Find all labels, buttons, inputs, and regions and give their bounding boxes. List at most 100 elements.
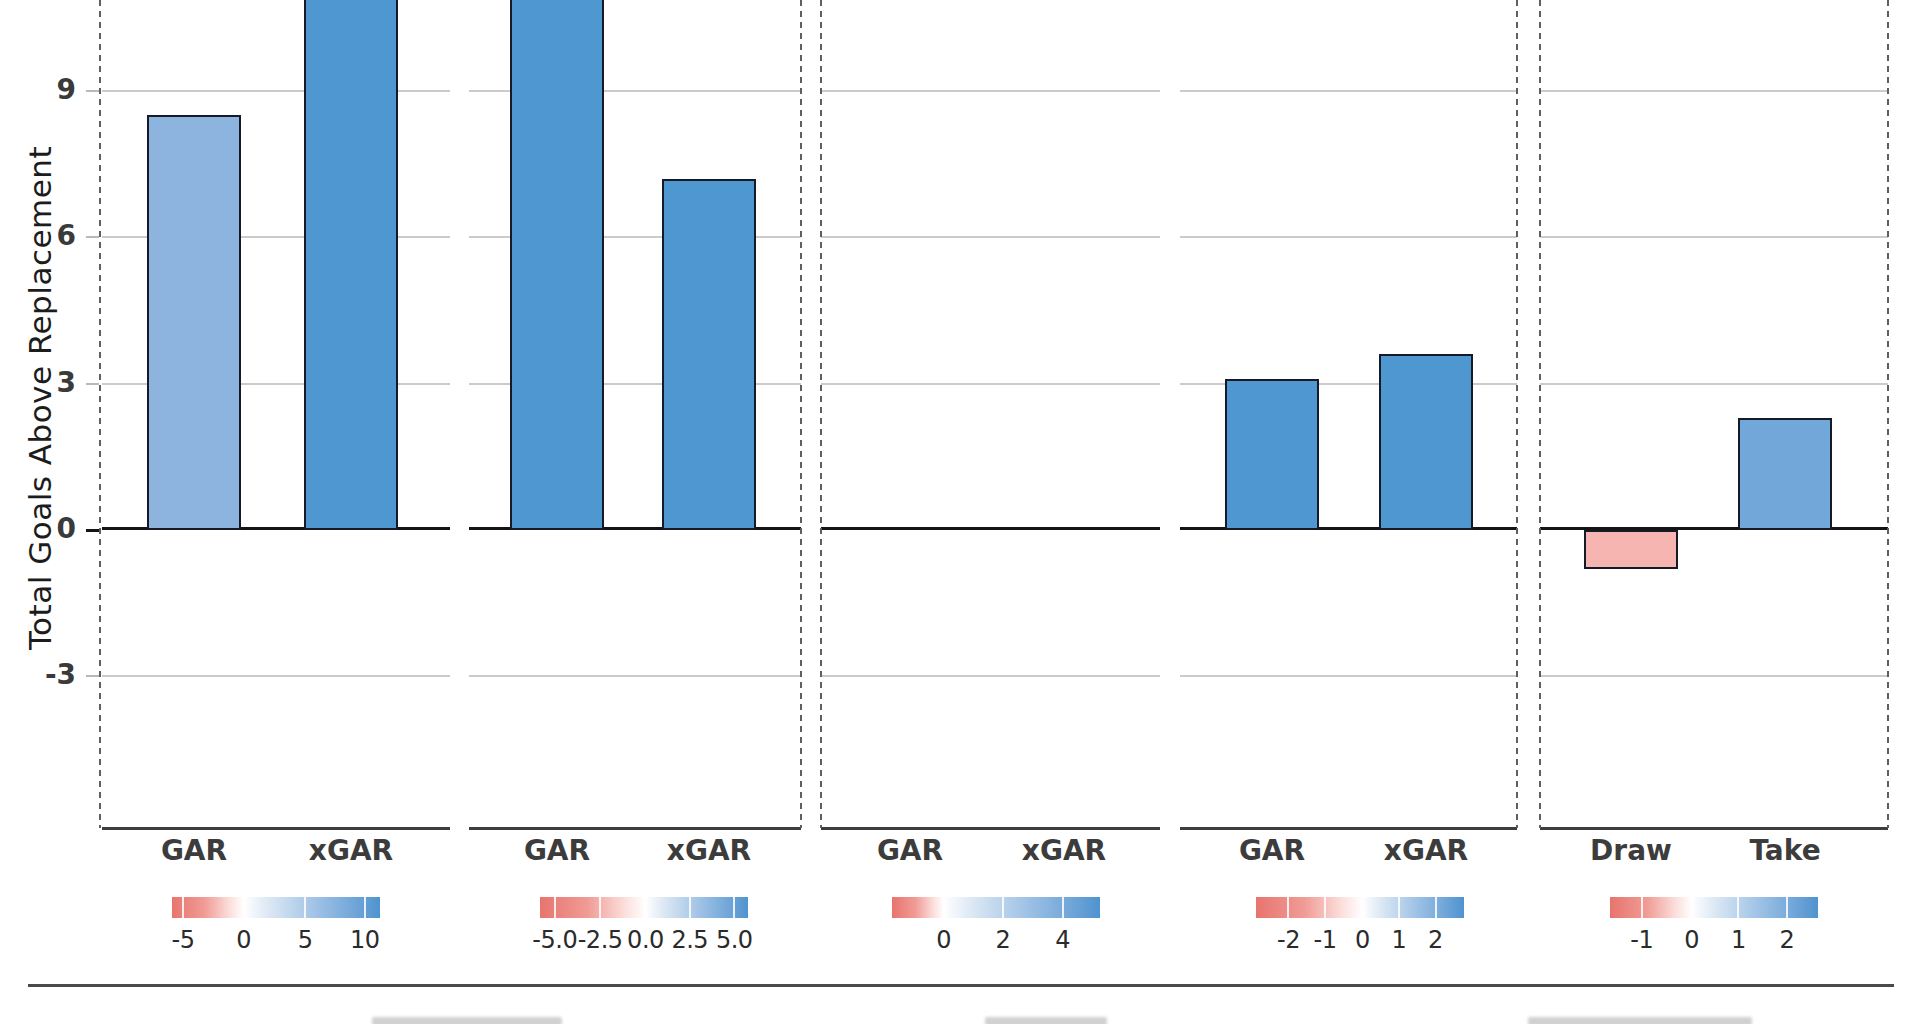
colorbar-tick-label: -2.5 bbox=[578, 926, 623, 954]
category-label: GAR bbox=[1239, 834, 1305, 867]
facet-panel: Draw Take -1 0 1 2 bbox=[1540, 0, 1888, 1024]
colorbar-tick-label: 0 bbox=[1355, 926, 1370, 954]
gridline bbox=[821, 90, 1160, 92]
gridline bbox=[821, 383, 1160, 385]
colorbar-tick-label: 2 bbox=[995, 926, 1010, 954]
colorbar-tick-mark bbox=[364, 897, 366, 918]
colorbar-tick-mark bbox=[1435, 897, 1437, 918]
facet-group-dashed-border bbox=[1516, 0, 1518, 828]
bar-gar bbox=[147, 115, 241, 530]
colorbar-tick-label: 2 bbox=[1780, 926, 1795, 954]
facet-group-dashed-border bbox=[800, 0, 802, 828]
colorbar-tick-mark bbox=[599, 897, 601, 918]
y-tick-mark bbox=[86, 383, 99, 385]
colorbar-tick-mark bbox=[1737, 897, 1739, 918]
gridline bbox=[1540, 236, 1888, 238]
colorbar-tick-label: 5 bbox=[298, 926, 313, 954]
x-axis-spine bbox=[102, 827, 450, 830]
colorbar-tick-mark bbox=[1002, 897, 1004, 918]
colorbar-tick-label: 1 bbox=[1392, 926, 1407, 954]
colorbar-tick-label: 5.0 bbox=[716, 926, 753, 954]
colorbar-gradient bbox=[892, 897, 1100, 918]
gridline bbox=[1180, 236, 1517, 238]
gridline bbox=[1180, 675, 1517, 677]
category-label: xGAR bbox=[309, 834, 393, 867]
colorbar-gradient bbox=[1256, 897, 1464, 918]
x-axis-spine bbox=[821, 827, 1160, 830]
facet-group-dashed-border bbox=[1539, 0, 1541, 828]
bar-draw bbox=[1584, 530, 1678, 569]
bar-xgar bbox=[662, 179, 756, 530]
category-label: xGAR bbox=[667, 834, 751, 867]
facet-panel: GARxGAR-50510 bbox=[102, 0, 450, 1024]
facet-panel: GARxGAR024 bbox=[821, 0, 1160, 1024]
colorbar-gradient bbox=[1610, 897, 1818, 918]
clipped-text-fragment bbox=[985, 1017, 1107, 1024]
y-tick-label: 9 bbox=[14, 73, 76, 107]
colorbar-gradient bbox=[540, 897, 748, 918]
category-label: Take bbox=[1749, 834, 1820, 867]
colorbar-tick-label: -1 bbox=[1630, 926, 1653, 954]
colorbar-tick-label: 0 bbox=[236, 926, 251, 954]
colorbar-tick-mark bbox=[1691, 897, 1693, 918]
colorbar-tick-label: -5 bbox=[172, 926, 195, 954]
footer-divider-line bbox=[28, 984, 1894, 987]
colorbar-tick-mark bbox=[1062, 897, 1064, 918]
gridline bbox=[1540, 675, 1888, 677]
colorbar-tick-mark bbox=[1786, 897, 1788, 918]
colorbar-tick-label: 2 bbox=[1428, 926, 1443, 954]
y-tick-mark bbox=[86, 90, 99, 92]
colorbar-tick-label: -1 bbox=[1314, 926, 1337, 954]
colorbar-tick-label: 4 bbox=[1055, 926, 1070, 954]
y-tick-label: -3 bbox=[14, 658, 76, 692]
facet-group-dashed-border bbox=[99, 0, 101, 828]
y-tick-mark bbox=[86, 529, 99, 532]
category-label: GAR bbox=[524, 834, 590, 867]
gridline bbox=[1540, 90, 1888, 92]
bar-xgar bbox=[304, 0, 398, 530]
colorbar-tick-mark bbox=[243, 897, 245, 918]
colorbar-tick-mark bbox=[182, 897, 184, 918]
colorbar-tick-mark bbox=[733, 897, 735, 918]
colorbar-tick-mark bbox=[1287, 897, 1289, 918]
colorbar-tick-label: 1 bbox=[1731, 926, 1746, 954]
gridline bbox=[102, 675, 450, 677]
y-tick-label: 6 bbox=[14, 219, 76, 253]
y-tick-label: 3 bbox=[14, 366, 76, 400]
category-label: Draw bbox=[1590, 834, 1672, 867]
x-axis-spine bbox=[469, 827, 801, 830]
gar-bar-chart-figure: Total Goals Above Replacement 9630-3 GAR… bbox=[0, 0, 1920, 1024]
x-axis-spine bbox=[1180, 827, 1517, 830]
y-tick-label: 0 bbox=[14, 512, 76, 546]
colorbar-tick-label: 0 bbox=[1684, 926, 1699, 954]
colorbar-tick-label: 0 bbox=[936, 926, 951, 954]
colorbar-tick-mark bbox=[1398, 897, 1400, 918]
gridline bbox=[821, 675, 1160, 677]
facet-panel: GARxGAR-2-1012 bbox=[1180, 0, 1517, 1024]
category-label: GAR bbox=[161, 834, 227, 867]
gridline bbox=[821, 236, 1160, 238]
colorbar-tick-label: -2 bbox=[1277, 926, 1300, 954]
colorbar-tick-mark bbox=[1324, 897, 1326, 918]
colorbar-tick-mark bbox=[1641, 897, 1643, 918]
bar-gar bbox=[510, 0, 604, 530]
bar-gar bbox=[1225, 379, 1319, 530]
facet-panel: GARxGAR-5.0-2.50.02.55.0 bbox=[469, 0, 801, 1024]
facet-group-dashed-border bbox=[820, 0, 822, 828]
gridline bbox=[1180, 90, 1517, 92]
colorbar-tick-mark bbox=[554, 897, 556, 918]
colorbar-tick-mark bbox=[943, 897, 945, 918]
gridline bbox=[1540, 383, 1888, 385]
colorbar-tick-mark bbox=[304, 897, 306, 918]
bar-xgar bbox=[1379, 354, 1473, 530]
colorbar-gradient bbox=[172, 897, 380, 918]
colorbar-tick-mark bbox=[689, 897, 691, 918]
y-tick-mark bbox=[86, 675, 99, 677]
x-axis-spine bbox=[1540, 827, 1888, 830]
y-tick-mark bbox=[86, 236, 99, 238]
gridline bbox=[469, 675, 801, 677]
clipped-text-fragment bbox=[372, 1017, 562, 1024]
colorbar-tick-mark bbox=[644, 897, 646, 918]
category-label: xGAR bbox=[1022, 834, 1106, 867]
colorbar-tick-mark bbox=[1361, 897, 1363, 918]
